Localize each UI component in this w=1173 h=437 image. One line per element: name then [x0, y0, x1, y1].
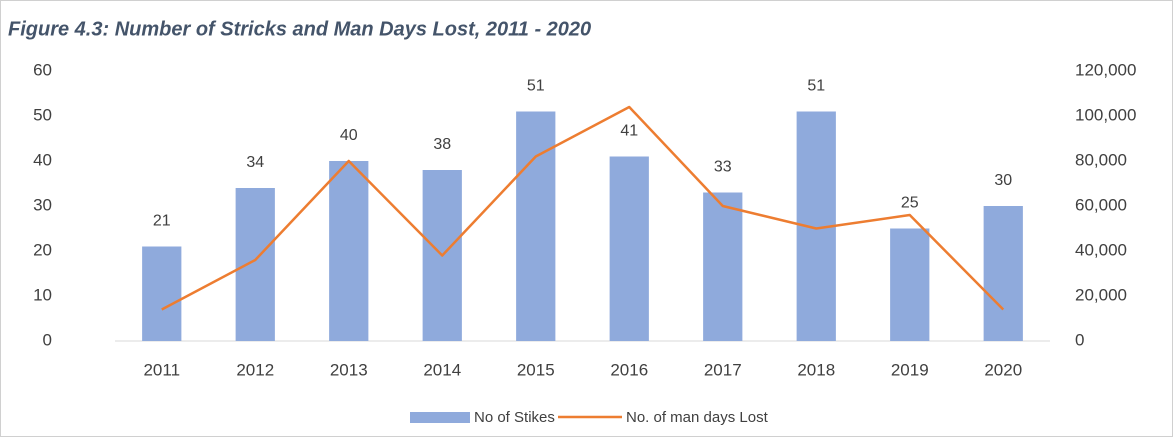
bar	[142, 246, 182, 341]
y2-tick-label: 120,000	[1075, 60, 1136, 79]
x-tick-label: 2020	[984, 360, 1022, 379]
line	[161, 105, 1005, 311]
bar	[703, 192, 743, 341]
bar	[516, 111, 556, 341]
x-tick-label: 2018	[797, 360, 835, 379]
bar	[329, 161, 369, 341]
data-label: 21	[153, 213, 171, 230]
y-tick-label: 0	[43, 330, 52, 349]
legend-label: No. of man days Lost	[626, 409, 769, 426]
bar	[983, 206, 1023, 341]
x-tick-label: 2014	[423, 360, 461, 379]
data-label: 51	[527, 78, 545, 95]
data-label: 25	[901, 195, 919, 212]
bar	[235, 188, 275, 341]
bar	[609, 156, 649, 341]
y-tick-label: 60	[33, 60, 52, 79]
bar	[890, 228, 930, 341]
y2-tick-label: 20,000	[1075, 285, 1127, 304]
x-tick-label: 2016	[610, 360, 648, 379]
data-label: 30	[994, 172, 1012, 189]
y-tick-label: 40	[33, 150, 52, 169]
data-label: 51	[807, 78, 825, 95]
x-tick-label: 2011	[143, 360, 180, 379]
x-tick-label: 2019	[891, 360, 929, 379]
y2-tick-label: 80,000	[1075, 150, 1127, 169]
y-tick-label: 30	[33, 195, 52, 214]
data-label: 33	[714, 159, 732, 176]
x-tick-label: 2017	[704, 360, 742, 379]
chart-title: Figure 4.3: Number of Stricks and Man Da…	[8, 18, 591, 40]
y-tick-label: 10	[33, 285, 52, 304]
y2-tick-label: 100,000	[1075, 105, 1136, 124]
data-label: 41	[620, 123, 638, 140]
x-tick-label: 2012	[236, 360, 274, 379]
y2-tick-label: 40,000	[1075, 240, 1127, 259]
y-tick-label: 20	[33, 240, 52, 259]
x-tick-label: 2013	[330, 360, 368, 379]
y2-tick-label: 60,000	[1075, 195, 1127, 214]
data-label: 34	[246, 154, 264, 171]
y2-tick-label: 0	[1075, 330, 1084, 349]
x-tick-label: 2015	[517, 360, 555, 379]
data-label: 40	[340, 127, 358, 144]
y-tick-label: 50	[33, 105, 52, 124]
legend-swatch	[410, 412, 470, 423]
legend-label: No of Stikes	[474, 409, 555, 426]
data-label: 38	[433, 136, 451, 153]
